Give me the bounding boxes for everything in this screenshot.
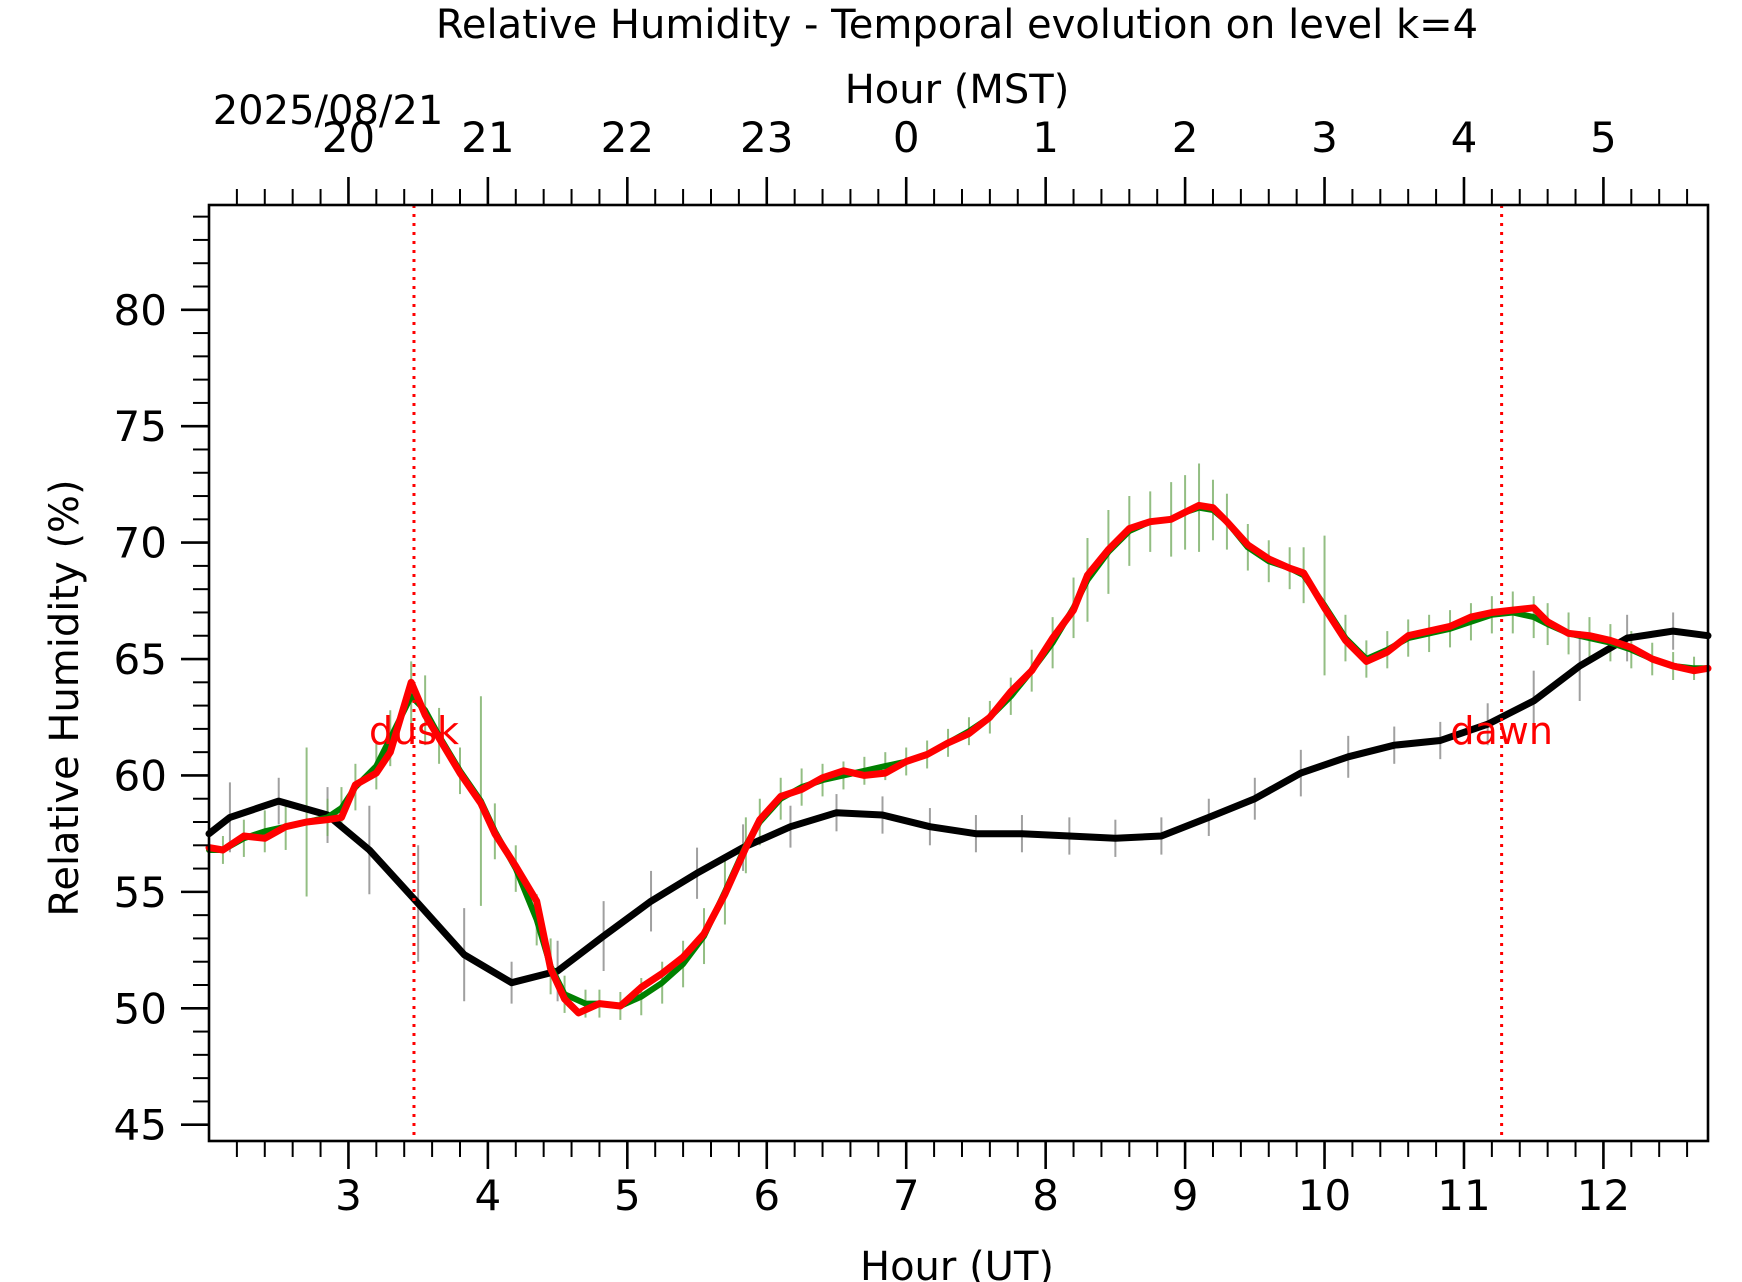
- y-tick-label: 70: [114, 519, 167, 568]
- dusk-label: dusk: [369, 709, 459, 753]
- x-tick-label: 9: [1172, 1171, 1199, 1220]
- series-lines: [205, 501, 1712, 1017]
- x-tick-label: 12: [1577, 1171, 1630, 1220]
- x2-tick-label: 3: [1311, 113, 1338, 162]
- x2-tick-label: 1: [1032, 113, 1059, 162]
- series-line: [206, 504, 1711, 1009]
- series-line: [205, 627, 1712, 987]
- x2-tick-label: 22: [601, 113, 654, 162]
- x2-axis-label: Hour (MST): [845, 67, 1070, 113]
- dawn-label: dawn: [1450, 709, 1553, 753]
- x-tick-label: 6: [753, 1171, 780, 1220]
- y-tick-label: 75: [114, 402, 167, 451]
- y-tick-label: 50: [114, 984, 167, 1033]
- annotations: dusk dawn: [369, 205, 1553, 1141]
- x2-tick-label: 20: [322, 113, 375, 162]
- x-tick-label: 3: [335, 1171, 362, 1220]
- x-tick-label: 7: [893, 1171, 920, 1220]
- x2-tick-label: 0: [893, 113, 920, 162]
- x2-tick-label: 21: [461, 113, 514, 162]
- x2-tick-label: 4: [1451, 113, 1478, 162]
- y-tick-label: 60: [114, 751, 167, 800]
- plot-frame: [207, 203, 1710, 1143]
- y-tick-label: 65: [114, 635, 167, 684]
- x-tick-label: 8: [1032, 1171, 1059, 1220]
- x-tick-label: 5: [614, 1171, 641, 1220]
- x-tick-label: 11: [1437, 1171, 1490, 1220]
- x-tick-label: 10: [1298, 1171, 1351, 1220]
- x2-tick-label: 5: [1590, 113, 1617, 162]
- date-label: 2025/08/21: [213, 88, 444, 134]
- y-tick-label: 55: [114, 868, 167, 917]
- x-axis-label: Hour (UT): [860, 1244, 1054, 1282]
- chart-title: Relative Humidity - Temporal evolution o…: [436, 2, 1478, 48]
- x2-tick-label: 23: [740, 113, 793, 162]
- x-tick-label: 4: [475, 1171, 502, 1220]
- y-tick-label: 80: [114, 286, 167, 335]
- x2-tick-label: 2: [1172, 113, 1199, 162]
- series-line: [205, 501, 1712, 1017]
- y-axis-label: Relative Humidity (%): [42, 479, 88, 916]
- y-tick-label: 45: [114, 1101, 167, 1150]
